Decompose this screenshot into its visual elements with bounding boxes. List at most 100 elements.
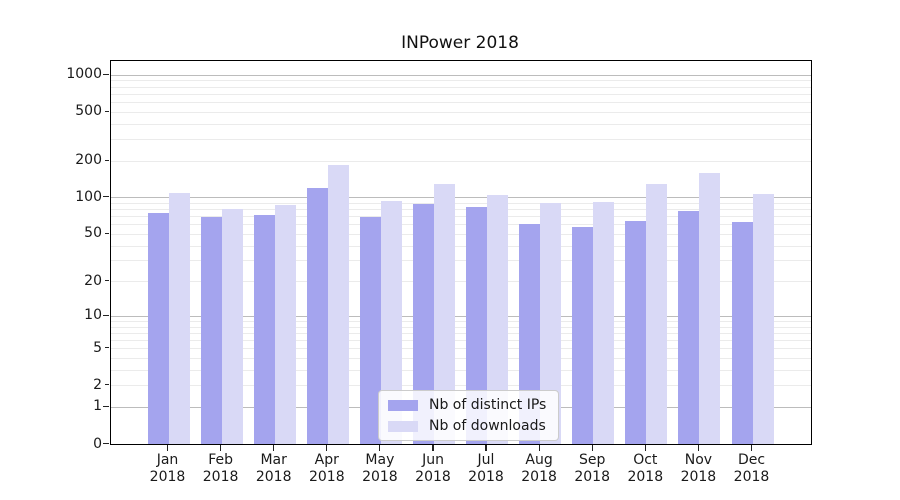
x-axis-tick-label: Apr 2018 [292, 452, 362, 485]
x-tick-month: Feb [208, 452, 233, 468]
x-tick-year: 2018 [202, 468, 239, 485]
gridline-minor [111, 209, 811, 211]
y-tick-mark [102, 196, 109, 198]
gridline-minor [111, 86, 811, 88]
gridline-minor [111, 332, 811, 334]
x-tick-year: 2018 [733, 468, 770, 485]
x-tick-year: 2018 [574, 468, 610, 485]
x-axis-tick-label: Jun 2018 [398, 452, 468, 485]
y-axis-tick-label: 100 [75, 188, 102, 205]
x-tick-month: Nov [684, 452, 713, 468]
bar-jun-ips [413, 203, 434, 444]
gridline-minor [111, 123, 811, 125]
y-axis-tick-label: 5 [93, 339, 102, 356]
gridline-minor [111, 233, 811, 235]
gridline-minor [111, 369, 811, 371]
gridlines-layer [111, 61, 811, 444]
x-tick-mark [326, 444, 328, 451]
chart-title: INPower 2018 [401, 33, 519, 53]
y-axis-tick-label: 1000 [66, 66, 102, 83]
bar-aug-ips [519, 223, 541, 444]
bar-nov-ips [678, 210, 700, 444]
gridline-minor [111, 260, 811, 262]
gridline-major [111, 197, 811, 199]
gridline-minor [111, 138, 811, 140]
bar-mar-downloads [274, 204, 296, 444]
bar-feb-ips [200, 217, 222, 444]
x-tick-month: Jul [477, 452, 495, 468]
legend-row-distinct-ips: Nb of distinct IPs [388, 397, 546, 413]
x-axis-tick-label: Oct 2018 [610, 452, 680, 485]
gridline-minor [111, 358, 811, 359]
gridline-major [111, 74, 811, 76]
x-axis-tick-label: Nov 2018 [663, 452, 733, 485]
x-tick-mark [220, 444, 222, 451]
x-tick-month: Sep [578, 452, 606, 468]
x-axis-tick-label: May 2018 [345, 452, 415, 485]
x-axis-tick-label: Feb 2018 [186, 452, 256, 485]
x-tick-month: Jun [422, 452, 444, 468]
bar-oct-downloads [646, 184, 668, 444]
plot-area: Nb of distinct IPs Nb of downloads [110, 60, 812, 445]
x-tick-year: 2018 [680, 468, 717, 485]
legend-swatch-distinct-ips-icon [388, 399, 418, 411]
x-tick-year: 2018 [627, 468, 664, 485]
bar-apr-ips [306, 188, 328, 444]
x-tick-mark [379, 444, 381, 451]
x-tick-year: 2018 [308, 468, 345, 485]
x-tick-mark [750, 444, 753, 451]
gridline-minor [111, 93, 811, 95]
bar-mar-ips [253, 215, 275, 444]
legend: Nb of distinct IPs Nb of downloads [378, 390, 560, 441]
x-tick-month: Apr [314, 452, 339, 468]
gridline-minor [111, 320, 811, 322]
x-axis-tick-label: Sep 2018 [557, 452, 627, 485]
y-axis-tick-label: 20 [84, 272, 102, 289]
y-tick-mark [104, 110, 109, 112]
x-tick-mark [485, 444, 487, 451]
x-axis-tick-label: Jan 2018 [133, 452, 203, 485]
gridline-minor [111, 80, 811, 82]
gridline-minor [111, 202, 811, 204]
x-tick-year: 2018 [415, 468, 451, 485]
bar-may-ips [359, 216, 381, 444]
bar-sep-downloads [593, 202, 615, 444]
x-tick-mark [432, 444, 434, 451]
y-axis-tick-label: 500 [75, 103, 102, 120]
x-tick-mark [166, 444, 169, 451]
x-tick-year: 2018 [362, 468, 398, 485]
y-axis-tick-label: 50 [84, 225, 102, 242]
y-axis-tick-label: 1 [93, 398, 102, 415]
gridline-minor [111, 101, 811, 103]
bar-jul-downloads [487, 194, 508, 444]
y-tick-mark [104, 384, 109, 386]
gridline-minor [111, 245, 811, 247]
x-tick-mark [697, 444, 699, 451]
x-tick-mark [273, 444, 275, 451]
bar-jul-ips [466, 207, 487, 444]
x-tick-month: Aug [525, 452, 553, 468]
gridline-minor [111, 348, 811, 350]
gridline-major [111, 315, 811, 317]
y-tick-mark [104, 347, 109, 349]
gridline-minor [111, 224, 811, 226]
y-tick-mark [104, 280, 109, 282]
x-tick-month: May [365, 452, 395, 468]
y-tick-mark [104, 159, 109, 161]
y-tick-mark [102, 314, 109, 316]
y-tick-mark [102, 405, 109, 408]
bar-apr-downloads [327, 165, 349, 444]
x-tick-year: 2018 [468, 468, 504, 485]
gridline-minor [111, 281, 811, 283]
x-tick-year: 2018 [255, 468, 292, 485]
x-axis-tick-label: Aug 2018 [504, 452, 574, 485]
y-axis-tick-label: 200 [75, 152, 102, 168]
bar-dec-ips [731, 222, 753, 444]
gridline-minor [111, 326, 811, 328]
x-tick-month: Mar [260, 452, 287, 468]
gridline-minor [111, 216, 811, 218]
x-tick-mark [591, 444, 593, 451]
gridline-minor [111, 160, 811, 162]
x-tick-month: Oct [633, 452, 658, 468]
gridline-minor [111, 111, 811, 113]
